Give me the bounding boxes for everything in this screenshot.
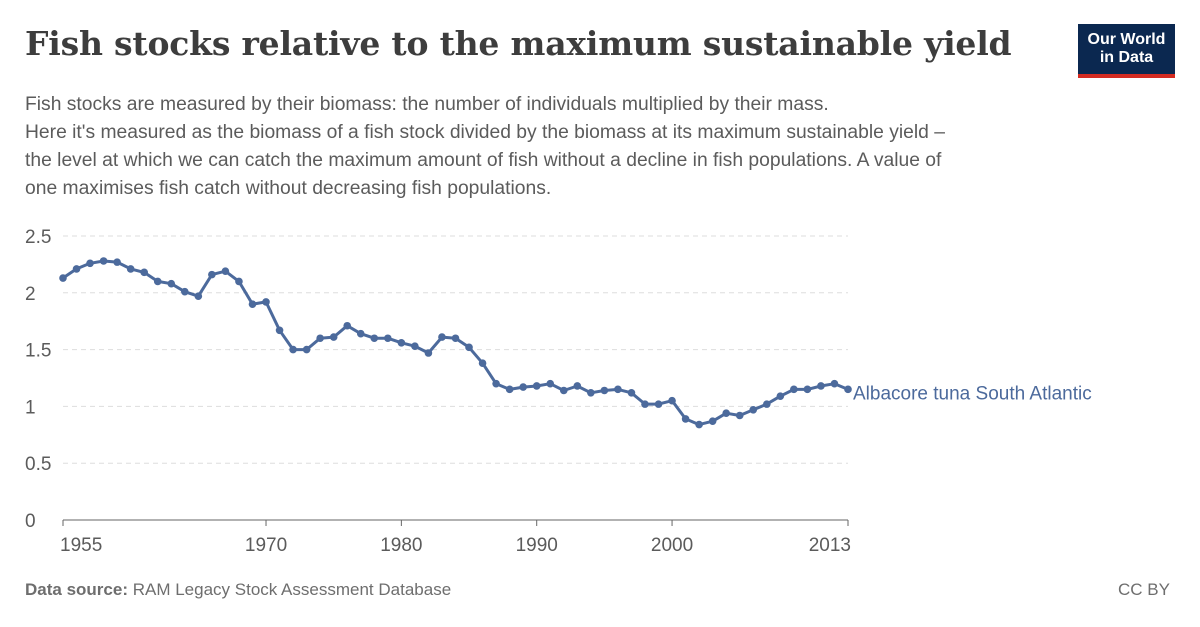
data-point	[86, 259, 94, 268]
data-point	[546, 379, 555, 388]
data-point	[492, 379, 500, 388]
y-tick-label: 0.5	[25, 454, 51, 475]
data-point	[275, 326, 284, 335]
data-point	[411, 342, 419, 350]
data-source-text: RAM Legacy Stock Assessment Database	[132, 580, 452, 599]
chart-title: Fish stocks relative to the maximum sust…	[25, 24, 1012, 63]
y-tick-label: 2	[25, 284, 36, 305]
data-point	[668, 396, 676, 405]
logo-line-2: in Data	[1099, 49, 1154, 66]
data-point	[167, 279, 176, 288]
data-point	[559, 386, 568, 395]
data-point	[248, 300, 257, 308]
data-point	[438, 333, 446, 341]
data-point	[614, 385, 622, 394]
data-point	[221, 267, 230, 276]
data-source-label: Data source:	[25, 580, 128, 599]
owid-logo[interactable]: Our World in Data	[1078, 24, 1175, 78]
data-point	[735, 411, 744, 420]
data-source: Data source: RAM Legacy Stock Assessment…	[25, 580, 451, 600]
data-point	[587, 388, 595, 397]
series-line	[61, 259, 850, 427]
data-point	[817, 382, 825, 390]
data-point	[153, 277, 162, 286]
data-point	[641, 400, 649, 408]
data-point	[708, 417, 717, 425]
data-point	[776, 392, 785, 400]
x-tick-label: 1990	[516, 535, 558, 556]
data-point	[532, 382, 541, 390]
data-point	[790, 385, 798, 394]
data-point	[830, 379, 839, 388]
x-tick-label: 2000	[651, 535, 693, 556]
data-point	[451, 334, 460, 343]
data-point	[329, 333, 338, 341]
data-point	[370, 334, 379, 343]
data-point	[505, 385, 514, 394]
subtitle-line: the level at which we can catch the maxi…	[25, 150, 942, 171]
chart-subtitle: Fish stocks are measured by their biomas…	[25, 91, 1175, 203]
license[interactable]: CC BY	[1118, 580, 1170, 599]
data-point	[289, 345, 297, 354]
data-point	[384, 334, 392, 343]
data-point	[302, 345, 311, 354]
data-point	[181, 287, 189, 296]
data-point	[235, 277, 243, 286]
data-point	[99, 257, 108, 265]
data-point	[140, 268, 149, 277]
data-point	[59, 274, 67, 282]
data-point	[113, 258, 121, 266]
data-point	[194, 292, 203, 301]
data-point	[600, 386, 609, 395]
data-point	[478, 359, 487, 368]
y-tick-label: 0	[25, 511, 36, 532]
subtitle-line: Here it's measured as the biomass of a f…	[25, 122, 945, 143]
x-tick-label: 2013	[809, 535, 851, 556]
data-point	[844, 385, 852, 394]
series-label: Albacore tuna South Atlantic	[853, 383, 1092, 404]
x-tick-label: 1970	[245, 535, 287, 556]
x-tick-label: 1955	[60, 535, 102, 556]
subtitle-line: one maximises fish catch without decreas…	[25, 178, 552, 199]
logo-line-1: Our World	[1087, 31, 1166, 48]
data-point	[573, 382, 582, 390]
data-point	[316, 334, 324, 343]
data-point	[762, 400, 771, 408]
data-point	[126, 265, 135, 273]
data-point	[397, 338, 406, 347]
data-point	[627, 388, 636, 397]
data-point	[681, 415, 690, 423]
data-point	[356, 329, 365, 338]
subtitle-line: Fish stocks are measured by their biomas…	[25, 94, 829, 115]
data-point	[208, 270, 216, 279]
y-tick-label: 1.5	[25, 341, 51, 362]
data-point	[695, 420, 703, 429]
x-tick-label: 1980	[380, 535, 422, 556]
data-point	[465, 343, 473, 352]
y-tick-label: 2.5	[25, 227, 51, 248]
y-tick-label: 1	[25, 397, 36, 418]
data-point	[72, 265, 81, 273]
data-point	[722, 409, 730, 418]
data-point	[749, 406, 758, 414]
data-point	[519, 383, 527, 391]
data-point	[262, 298, 270, 306]
data-point	[343, 321, 352, 330]
data-point	[803, 385, 812, 394]
data-point	[424, 349, 433, 357]
data-point	[654, 400, 663, 408]
